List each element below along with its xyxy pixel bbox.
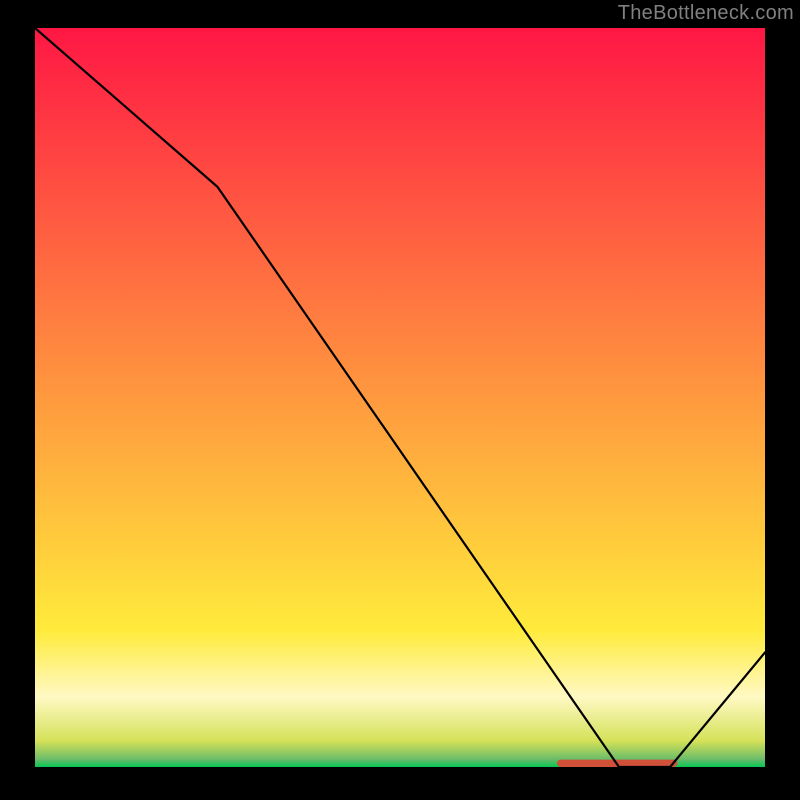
chart-plot-area xyxy=(35,28,765,767)
attribution-text: TheBottleneck.com xyxy=(618,2,794,25)
gradient-background xyxy=(35,28,765,767)
chart-svg xyxy=(35,28,765,767)
